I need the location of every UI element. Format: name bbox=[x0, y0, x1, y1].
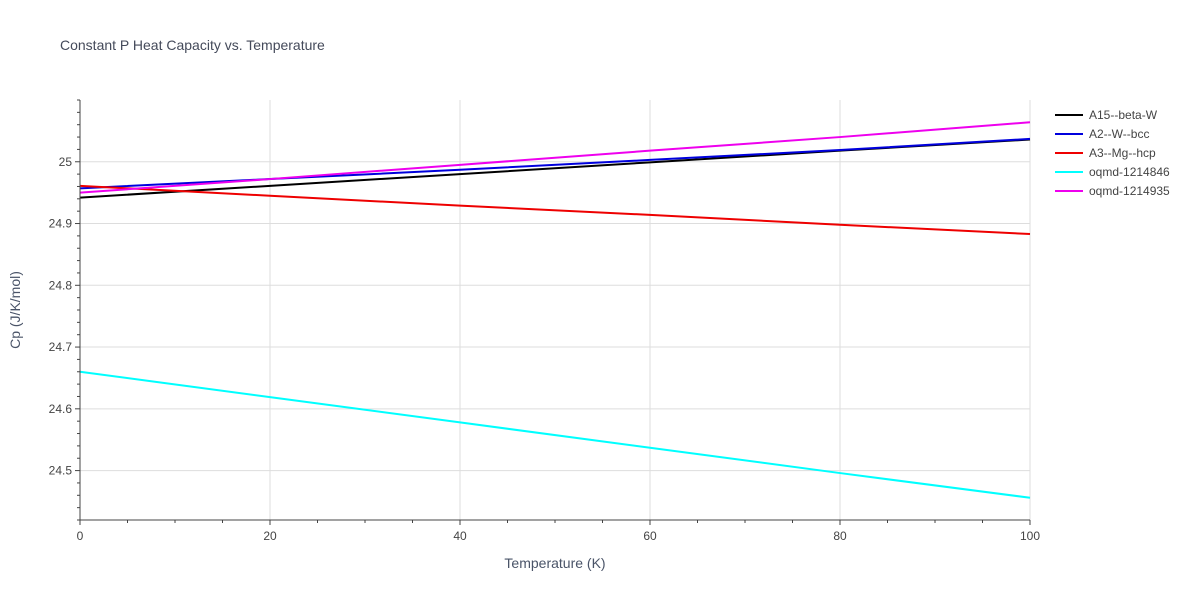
y-tick-label: 24.7 bbox=[49, 340, 73, 354]
series-line-oqmd-1214935 bbox=[79, 121, 1031, 194]
series-line-A3--Mg--hcp bbox=[79, 184, 1031, 236]
series-layer bbox=[79, 121, 1031, 499]
legend-item[interactable]: A3--Mg--hcp bbox=[1055, 146, 1156, 160]
legend-label: oqmd-1214846 bbox=[1089, 165, 1170, 179]
y-tick-label: 24.5 bbox=[49, 464, 73, 478]
series-line-A2--W--bcc bbox=[79, 137, 1031, 190]
legend-label: A3--Mg--hcp bbox=[1089, 146, 1156, 160]
series-line-oqmd-1214846 bbox=[79, 370, 1031, 499]
y-tick-label: 24.6 bbox=[49, 402, 73, 416]
legend[interactable]: A15--beta-W A2--W--bcc A3--Mg--hcp oqmd-121… bbox=[1055, 108, 1170, 198]
y-tick-label: 24.8 bbox=[49, 278, 73, 292]
legend-label: A15--beta-W bbox=[1089, 108, 1158, 122]
x-axis-title: Temperature (K) bbox=[504, 555, 605, 571]
x-tick-label: 60 bbox=[643, 529, 657, 543]
chart-title: Constant P Heat Capacity vs. Temperature bbox=[60, 37, 325, 53]
legend-item[interactable]: oqmd-1214846 bbox=[1055, 165, 1170, 179]
legend-label: A2--W--bcc bbox=[1089, 127, 1149, 141]
x-tick-label: 80 bbox=[833, 529, 847, 543]
legend-item[interactable]: A2--W--bcc bbox=[1055, 127, 1149, 141]
legend-item[interactable]: oqmd-1214935 bbox=[1055, 184, 1170, 198]
x-tick-label: 40 bbox=[453, 529, 467, 543]
x-tick-label: 100 bbox=[1020, 529, 1040, 543]
axes-layer: 0 20 40 60 80 100 24.5 24.6 24.7 24.8 24.9 25 bbox=[49, 99, 1040, 543]
legend-label: oqmd-1214935 bbox=[1089, 184, 1170, 198]
grid-layer bbox=[80, 100, 1031, 520]
y-tick-label: 25 bbox=[59, 155, 73, 169]
y-axis-title: Cp (J/K/mol) bbox=[7, 271, 23, 349]
x-tick-label: 20 bbox=[263, 529, 277, 543]
x-tick-label: 0 bbox=[77, 529, 84, 543]
legend-item[interactable]: A15--beta-W bbox=[1055, 108, 1158, 122]
y-tick-label: 24.9 bbox=[49, 217, 73, 231]
